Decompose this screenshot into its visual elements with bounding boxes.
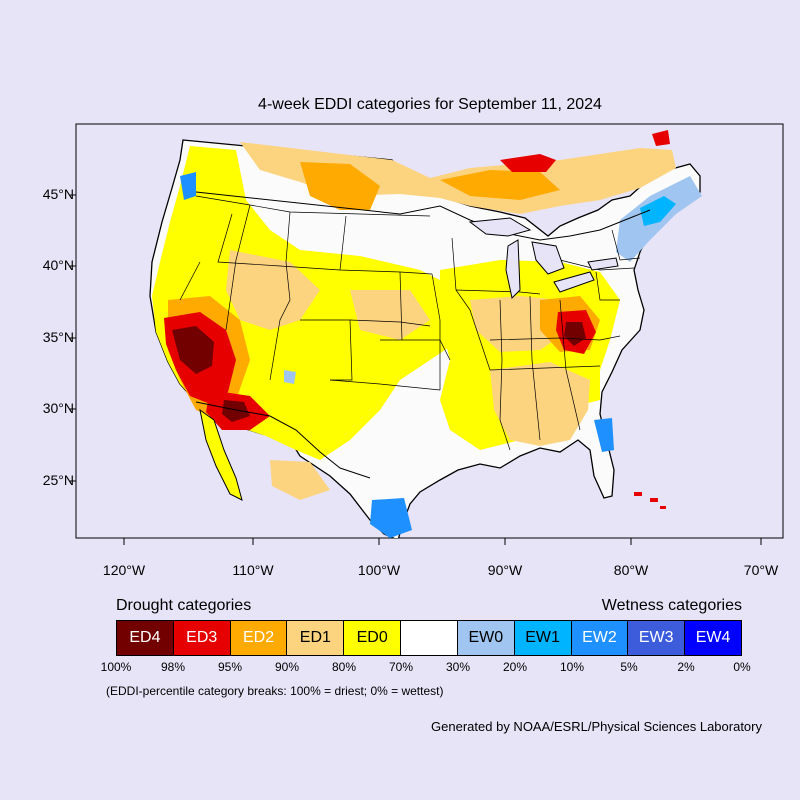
state-borders [179, 195, 641, 451]
legend-cell: EW3 [628, 621, 686, 655]
legend-break: 70% [388, 660, 414, 674]
legend-break: 100% [100, 660, 132, 674]
ew-pacific-nw [180, 172, 196, 200]
legend-break: 30% [445, 660, 471, 674]
legend-cell: ED2 [230, 621, 288, 655]
legend-break: 5% [620, 660, 638, 674]
category-note: (EDDI-percentile category breaks: 100% =… [106, 684, 444, 698]
legend-cell: EW1 [514, 621, 572, 655]
legend-drought-title: Drought categories [116, 597, 252, 614]
ed4-west-virginia [564, 322, 586, 346]
mexico-border [195, 401, 371, 479]
ed2-north-blob [300, 162, 380, 210]
map-title: 4-week EDDI categories for September 11,… [258, 96, 602, 113]
ew-florida [594, 418, 614, 452]
axis-ticks [70, 194, 762, 545]
baja [199, 408, 243, 501]
great-lakes [468, 217, 619, 300]
legend-break: 98% [160, 660, 186, 674]
legend-cell: ED1 [287, 621, 345, 655]
ew-south-texas [370, 498, 412, 538]
legend-cell: EW0 [457, 621, 515, 655]
ed4-california [172, 326, 214, 374]
lat-label-30: 30°N [42, 400, 74, 416]
legend-break: 10% [559, 660, 585, 674]
lat-label-45: 45°N [42, 186, 74, 202]
canada-border [195, 191, 651, 241]
map-content [149, 130, 702, 538]
ed1-southeast [490, 362, 590, 446]
legend-cell: EW4 [685, 621, 741, 655]
legend-cell [401, 621, 458, 655]
ed3-ontario [500, 154, 556, 172]
credit-text: Generated by NOAA/ESRL/Physical Sciences… [431, 719, 762, 734]
ed3-quebec [652, 130, 670, 146]
ed4-arizona [222, 400, 250, 422]
ed2-mn-blob [440, 170, 560, 200]
lat-label-35: 35°N [42, 329, 74, 345]
legend-break: 80% [331, 660, 357, 674]
legend-break: 95% [217, 660, 243, 674]
legend-cell: ED3 [173, 621, 231, 655]
legend-cell: EW2 [571, 621, 629, 655]
ew1-maine [640, 196, 676, 226]
legend-break: 20% [502, 660, 528, 674]
lat-label-40: 40°N [42, 257, 74, 273]
legend-colorbar: ED4 ED3 ED2 ED1 ED0 EW0 EW1 EW2 EW3 EW4 [116, 620, 742, 656]
legend-break: 90% [274, 660, 300, 674]
legend-wet-title: Wetness categories [601, 597, 742, 614]
lon-label-80: 80°W [613, 562, 649, 578]
lon-label-70: 70°W [743, 562, 779, 578]
legend-break: 2% [677, 660, 695, 674]
ew-minor-west [284, 370, 296, 384]
lon-label-120: 120°W [102, 562, 146, 578]
caribbean-islands [634, 492, 666, 509]
lon-label-100: 100°W [357, 562, 401, 578]
legend-break: 0% [733, 660, 751, 674]
lat-label-25: 25°N [42, 472, 74, 488]
ed1-west-interior [226, 250, 320, 330]
legend-cell: ED0 [344, 621, 402, 655]
legend-cell: ED4 [117, 621, 174, 655]
ed1-mexico [270, 460, 330, 500]
lon-label-90: 90°W [487, 562, 523, 578]
ed1-colorado [350, 290, 430, 340]
lon-label-110: 110°W [232, 562, 274, 578]
